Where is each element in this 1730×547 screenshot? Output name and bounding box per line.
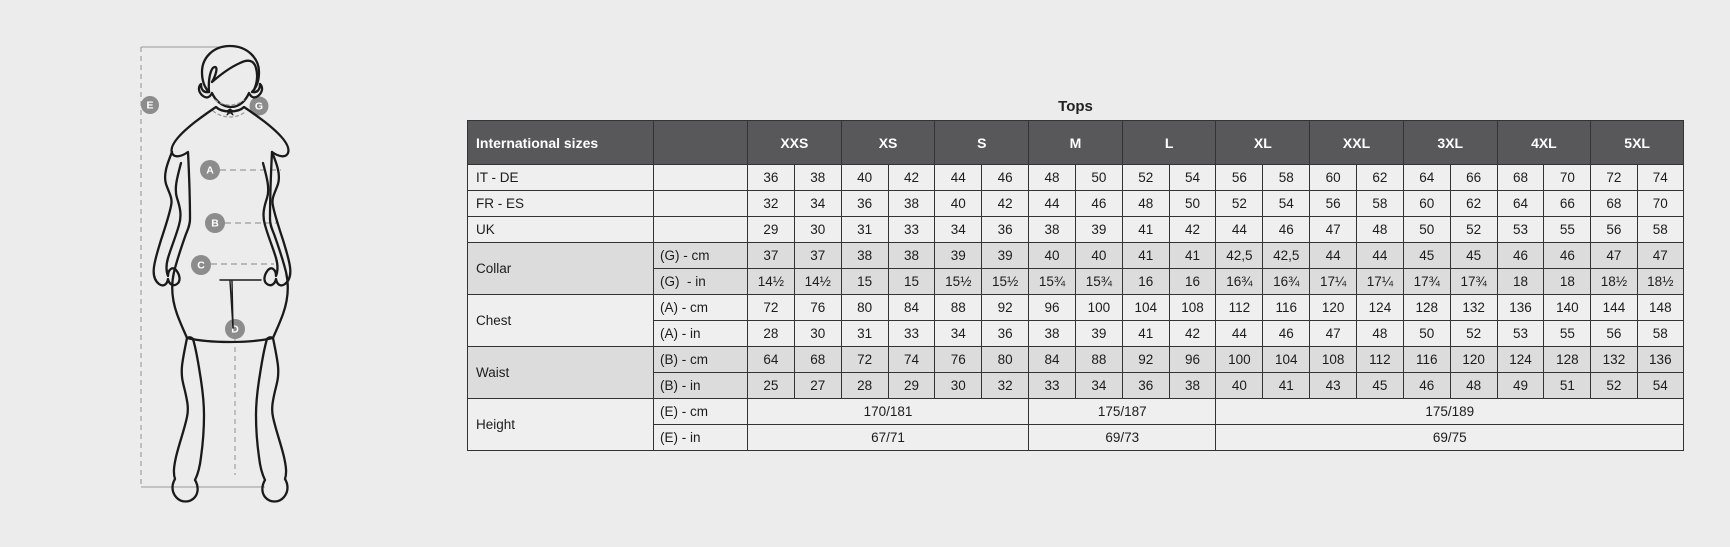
- svg-text:G: G: [255, 101, 263, 113]
- svg-text:C: C: [197, 260, 205, 272]
- svg-text:B: B: [211, 218, 219, 230]
- svg-text:E: E: [146, 100, 153, 112]
- svg-text:A: A: [206, 165, 214, 177]
